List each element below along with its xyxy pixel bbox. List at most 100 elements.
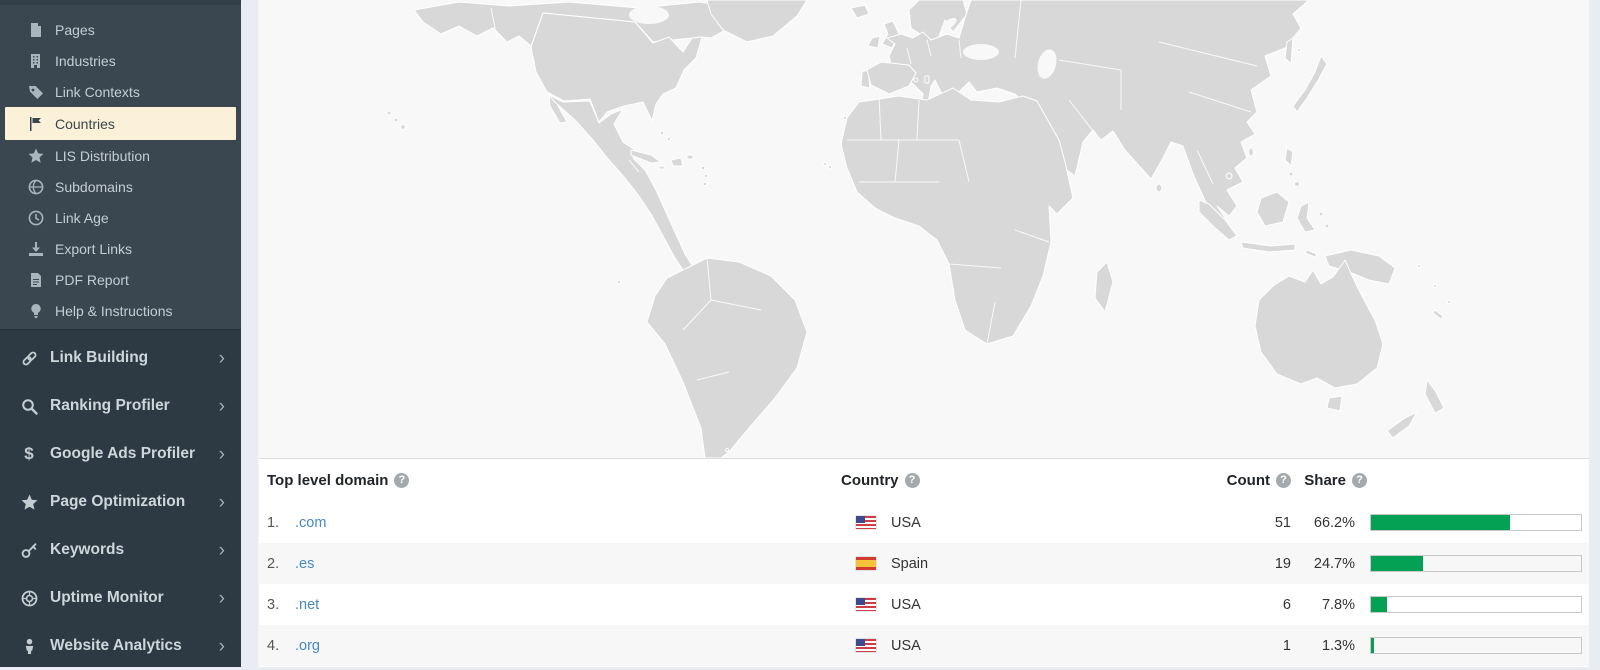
sidebar-item-pages[interactable]: Pages: [0, 14, 241, 45]
header-top-level-domain: Top level domain ?: [259, 472, 841, 489]
share-bar-fill: [1371, 638, 1374, 653]
sidebar-item-subdomains[interactable]: Subdomains: [0, 171, 241, 202]
sidebar-item-page-optimization[interactable]: Page Optimization ›: [0, 478, 241, 526]
country-name: USA: [891, 596, 921, 613]
table-row: 2. .es Spain 19 24.7%: [259, 543, 1589, 584]
sidebar-item-label: Pages: [55, 21, 95, 38]
sidebar-item-link-building[interactable]: Link Building ›: [0, 334, 241, 382]
map-moluccas: [1318, 211, 1324, 217]
sidebar-section-label: Keywords: [50, 541, 125, 558]
map-corsica-sardinia: [924, 75, 930, 84]
dollar-icon: $: [24, 444, 34, 463]
sidebar-item-label: LIS Distribution: [55, 147, 150, 164]
tld-link[interactable]: .net: [295, 596, 320, 613]
map-south-america: [646, 257, 808, 458]
star-icon: [20, 493, 38, 511]
map-antilles: [700, 165, 706, 171]
map-sulawesi: [1296, 201, 1316, 233]
sidebar-item-link-contexts[interactable]: Link Contexts: [0, 76, 241, 107]
rank: 1.: [267, 514, 280, 531]
sidebar-item-keywords[interactable]: Keywords ›: [0, 526, 241, 574]
map-galapagos: [616, 279, 622, 285]
tld-link[interactable]: .org: [295, 637, 320, 654]
world-map[interactable]: [259, 0, 1589, 458]
share-value: 66.2%: [1313, 514, 1355, 531]
map-philippines: [1284, 147, 1294, 167]
sidebar-section-label: Ranking Profiler: [50, 397, 170, 414]
help-icon[interactable]: ?: [904, 473, 920, 488]
count-value: 1: [1282, 637, 1291, 654]
flag-icon: [28, 116, 44, 132]
sidebar: Pages Industries Link Contexts Countries…: [0, 0, 241, 667]
map-new-zealand: [1424, 379, 1445, 414]
map-black-sea: [963, 44, 999, 60]
sidebar-item-link-age[interactable]: Link Age: [0, 202, 241, 233]
count-value: 19: [1274, 555, 1291, 572]
sidebar-item-google-ads-profiler[interactable]: $ Google Ads Profiler ›: [0, 430, 241, 478]
help-icon[interactable]: ?: [394, 473, 410, 488]
map-sumatra: [1198, 199, 1238, 241]
search-icon: [20, 397, 38, 415]
map-taiwan: [1248, 147, 1254, 157]
map-ireland: [867, 35, 881, 49]
table-row: 4. .org USA 1 1.3%: [259, 625, 1589, 666]
sidebar-section-label: Page Optimization: [50, 493, 186, 510]
help-icon[interactable]: ?: [1276, 473, 1291, 488]
map-bahamas: [659, 130, 665, 136]
map-borneo: [1256, 191, 1290, 227]
spain-flag-icon: [856, 557, 876, 570]
map-falklands: [724, 447, 730, 453]
sidebar-item-ranking-profiler[interactable]: Ranking Profiler ›: [0, 382, 241, 430]
map-timor: [1304, 249, 1318, 258]
map-country-usa[interactable]: [530, 12, 703, 123]
chevron-right-icon: ›: [218, 491, 225, 513]
sidebar-item-label: Link Age: [55, 209, 109, 226]
rank: 2.: [267, 555, 280, 572]
map-baltic-sea: [941, 17, 957, 31]
sidebar-item-label: Subdomains: [55, 178, 133, 195]
map-africa: [840, 87, 1074, 345]
chevron-right-icon: ›: [218, 635, 225, 657]
usa-flag-icon: [856, 639, 876, 652]
table-row: 1. .com USA 51 66.2%: [259, 502, 1589, 543]
sidebar-item-countries[interactable]: Countries: [5, 107, 236, 140]
sidebar-item-help-instructions[interactable]: Help & Instructions: [0, 295, 241, 326]
rank: 4.: [267, 637, 280, 654]
tld-link[interactable]: .es: [295, 555, 315, 572]
sidebar-item-uptime-monitor[interactable]: Uptime Monitor ›: [0, 574, 241, 622]
sidebar-item-website-analytics[interactable]: Website Analytics ›: [0, 622, 241, 670]
sidebar-sections: Link Building › Ranking Profiler › $ Goo…: [0, 330, 241, 670]
header-count: Count ?: [1091, 472, 1291, 489]
sidebar-item-industries[interactable]: Industries: [0, 45, 241, 76]
download-icon: [28, 241, 44, 257]
sidebar-section-label: Link Building: [50, 349, 149, 366]
map-country-spain[interactable]: [866, 61, 917, 95]
map-new-guinea: [1324, 249, 1396, 285]
map-tasmania: [1326, 395, 1343, 412]
chevron-right-icon: ›: [218, 587, 225, 609]
key-icon: [20, 541, 38, 559]
help-icon[interactable]: ?: [1352, 473, 1367, 488]
lifebuoy-icon: [20, 589, 38, 607]
map-hawaii: [386, 110, 406, 130]
sidebar-item-pdf-report[interactable]: PDF Report: [0, 264, 241, 295]
share-bar: [1370, 555, 1582, 572]
map-greenland: [706, 0, 808, 43]
sidebar-item-label: Help & Instructions: [55, 302, 173, 319]
map-pacific-islands: [1417, 264, 1421, 268]
tag-icon: [28, 84, 44, 100]
sidebar-item-export-links[interactable]: Export Links: [0, 233, 241, 264]
map-caspian-sea: [1037, 49, 1057, 79]
tld-link[interactable]: .com: [295, 514, 327, 531]
usa-flag-icon: [856, 516, 876, 529]
main-content: Top level domain ? Country ? Count ? Sha…: [258, 0, 1589, 667]
map-sakhalin: [1284, 37, 1294, 65]
chevron-right-icon: ›: [218, 443, 225, 465]
share-value: 24.7%: [1313, 555, 1355, 572]
share-bar: [1370, 596, 1582, 613]
header-country: Country ?: [841, 472, 1091, 489]
map-country-borders: [490, 0, 1258, 381]
map-cape-verde: [822, 161, 828, 167]
sidebar-item-label: PDF Report: [55, 271, 129, 288]
sidebar-item-lis-distribution[interactable]: LIS Distribution: [0, 140, 241, 171]
